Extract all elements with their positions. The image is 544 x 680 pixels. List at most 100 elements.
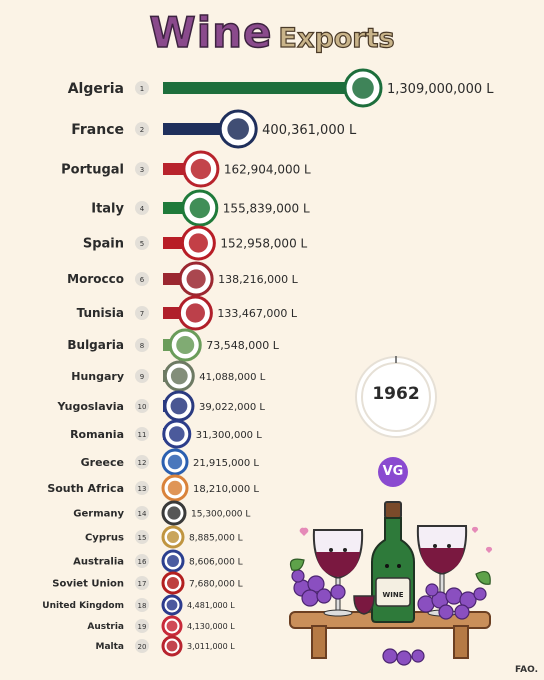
country-label: Hungary xyxy=(71,370,124,383)
rank-label: 16 xyxy=(138,558,147,566)
flag-emblem xyxy=(188,233,208,253)
bar xyxy=(163,273,185,285)
country-label: Italy xyxy=(91,202,124,217)
value-label: 73,548,000 L xyxy=(206,339,279,352)
flag-emblem xyxy=(227,118,249,140)
bar xyxy=(163,82,363,94)
country-label: Tunisia xyxy=(77,306,124,320)
rank-label: 18 xyxy=(138,602,147,610)
country-label: Yugoslavia xyxy=(56,400,124,413)
year-progress-ring xyxy=(355,356,437,438)
value-label: 8,606,000 L xyxy=(189,558,243,568)
country-label: Australia xyxy=(73,557,124,568)
rank-label: 3 xyxy=(140,166,144,174)
value-label: 39,022,000 L xyxy=(199,402,265,413)
value-label: 162,904,000 L xyxy=(224,163,311,177)
value-label: 4,481,000 L xyxy=(187,601,235,610)
country-label: Soviet Union xyxy=(52,579,124,590)
country-label: Romania xyxy=(70,428,124,441)
flag-emblem xyxy=(167,531,179,543)
flag-emblem xyxy=(166,599,178,611)
country-label: Morocco xyxy=(67,272,124,286)
rank-badge xyxy=(135,619,149,633)
rank-label: 13 xyxy=(138,485,147,493)
value-label: 7,680,000 L xyxy=(189,580,243,590)
value-label: 138,216,000 L xyxy=(218,273,298,286)
rank-label: 10 xyxy=(138,403,147,411)
bar xyxy=(163,339,175,351)
country-label: United Kingdom xyxy=(42,601,124,611)
country-label: Bulgaria xyxy=(67,338,124,352)
rank-label: 11 xyxy=(138,431,147,439)
country-label: Spain xyxy=(83,237,124,252)
bar xyxy=(163,202,187,214)
bar xyxy=(163,123,225,135)
flag-emblem xyxy=(166,640,178,652)
flag-emblem xyxy=(176,336,195,354)
title-word-wine: Wine xyxy=(149,7,273,58)
rank-badge xyxy=(135,81,149,95)
rank-label: 9 xyxy=(140,373,144,381)
rank-badge xyxy=(135,427,149,441)
country-label: Malta xyxy=(96,642,125,652)
flag-emblem xyxy=(166,620,178,632)
value-label: 133,467,000 L xyxy=(217,307,297,320)
value-label: 155,839,000 L xyxy=(223,202,310,216)
value-label: 31,300,000 L xyxy=(196,430,262,441)
rank-label: 8 xyxy=(140,342,144,350)
country-label: Greece xyxy=(81,456,124,469)
flag-emblem xyxy=(189,197,211,219)
rank-label: 7 xyxy=(140,310,144,318)
rank-badge xyxy=(135,455,149,469)
flag-emblem xyxy=(185,303,205,323)
country-label: Germany xyxy=(73,509,124,520)
bottle-label: WINE xyxy=(383,591,404,599)
rank-label: 19 xyxy=(138,623,147,631)
country-label: Algeria xyxy=(68,81,124,97)
year-label: 1962 xyxy=(372,384,420,404)
value-label: 152,958,000 L xyxy=(220,237,307,251)
rank-badge xyxy=(135,306,149,320)
flag-emblem xyxy=(167,454,183,470)
value-label: 4,130,000 L xyxy=(187,622,235,631)
bar xyxy=(163,237,187,249)
value-label: 21,915,000 L xyxy=(193,458,259,469)
rank-label: 12 xyxy=(138,459,147,467)
country-label: Cyprus xyxy=(85,533,124,544)
flag-emblem xyxy=(168,426,185,442)
wine-illustration: WINE xyxy=(289,501,493,666)
rank-label: 6 xyxy=(140,276,145,284)
rank-badge xyxy=(135,236,149,250)
rank-badge xyxy=(135,481,149,495)
value-label: 41,088,000 L xyxy=(199,372,265,383)
value-label: 8,885,000 L xyxy=(189,534,243,544)
rank-badge xyxy=(135,576,149,590)
rank-badge xyxy=(135,554,149,568)
rank-badge xyxy=(135,506,149,520)
rank-badge xyxy=(135,639,149,653)
rank-label: 2 xyxy=(140,126,144,134)
flag-emblem xyxy=(167,480,183,496)
rank-badge xyxy=(135,530,149,544)
value-label: 3,011,000 L xyxy=(187,642,235,651)
value-label: 400,361,000 L xyxy=(262,123,357,138)
flag-emblem xyxy=(167,506,181,520)
flag-emblem xyxy=(190,158,212,180)
flag-emblem xyxy=(352,77,374,99)
flag-emblem xyxy=(186,269,206,289)
value-label: 1,309,000,000 L xyxy=(387,82,494,97)
rank-badge xyxy=(135,201,149,215)
rank-badge xyxy=(135,122,149,136)
title-word-exports: Exports xyxy=(278,22,395,54)
rank-badge xyxy=(135,162,149,176)
rank-label: 4 xyxy=(140,205,145,213)
country-label: Portugal xyxy=(61,163,124,178)
flag-emblem xyxy=(167,555,179,567)
rank-label: 20 xyxy=(138,643,147,651)
rank-label: 5 xyxy=(140,240,144,248)
flag-emblem xyxy=(167,577,179,589)
rank-badge xyxy=(135,399,149,413)
rank-badge xyxy=(135,598,149,612)
country-label: Austria xyxy=(87,622,124,632)
